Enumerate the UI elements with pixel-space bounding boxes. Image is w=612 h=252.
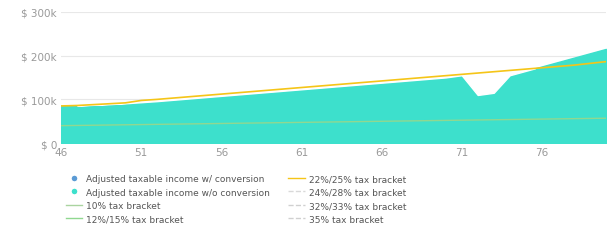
Legend: Adjusted taxable income w/ conversion, Adjusted taxable income w/o conversion, 1: Adjusted taxable income w/ conversion, A… bbox=[65, 174, 406, 224]
